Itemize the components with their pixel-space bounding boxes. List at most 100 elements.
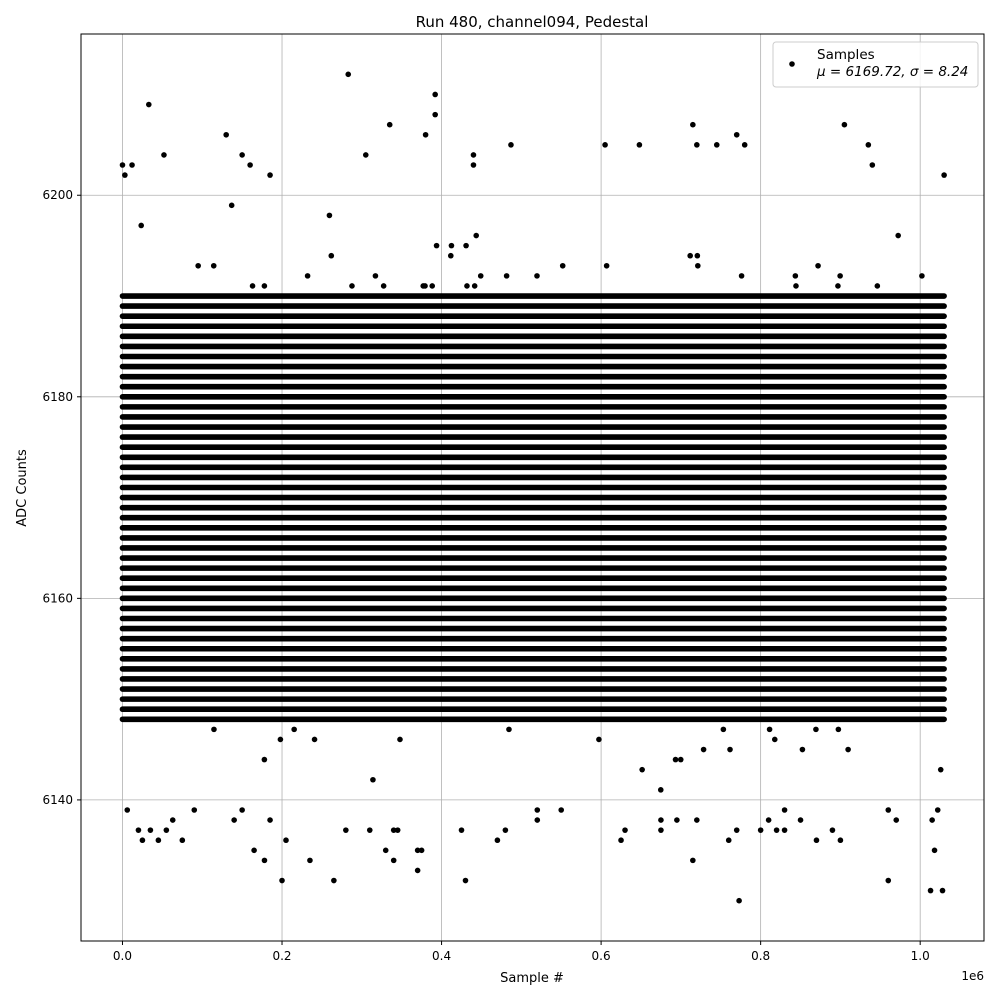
outlier-point — [765, 817, 772, 823]
sample-point — [372, 273, 379, 279]
outlier-point — [418, 847, 425, 854]
outlier-point — [386, 121, 393, 128]
sample-point — [694, 252, 701, 259]
chart-title: Run 480, channel094, Pedestal — [416, 13, 649, 31]
outlier-point — [394, 827, 401, 833]
y-tick-label: 6200 — [42, 188, 73, 202]
sample-point — [311, 736, 318, 743]
sample-point — [277, 736, 284, 743]
outlier-point — [179, 837, 186, 844]
sample-point — [249, 283, 256, 289]
sample-point — [534, 273, 540, 279]
sample-point — [471, 283, 478, 289]
outlier-point — [733, 131, 740, 138]
outlier-point — [773, 827, 780, 833]
outlier-point — [191, 807, 198, 813]
outlier-point — [508, 142, 514, 148]
outlier-point — [161, 152, 167, 158]
sample-point — [657, 787, 664, 793]
legend-label-stats: μ = 6169.72, σ = 8.24 — [816, 64, 968, 80]
sample-point — [738, 273, 745, 279]
outlier-point — [279, 877, 285, 884]
sample-point — [195, 262, 201, 269]
outlier-point — [147, 827, 154, 833]
outlier-point — [307, 857, 313, 864]
outlier-point — [129, 162, 135, 168]
sample-point — [261, 756, 268, 763]
outlier-point — [261, 857, 268, 864]
outlier-point — [636, 142, 643, 148]
outlier-point — [865, 142, 872, 148]
sample-point — [326, 212, 333, 219]
sample-point — [380, 283, 387, 289]
x-axis-label: Sample # — [500, 971, 564, 986]
x-tick-label: 0.8 — [751, 949, 770, 963]
outlier-point — [239, 807, 245, 813]
outlier-point — [119, 162, 126, 168]
sample-point — [503, 273, 510, 279]
outlier-point — [163, 827, 170, 833]
y-tick-label: 6140 — [42, 793, 73, 807]
outlier-point — [231, 817, 237, 823]
outlier-point — [558, 807, 565, 813]
sample-point — [138, 222, 145, 229]
outlier-point — [502, 827, 509, 833]
plot-frame — [80, 33, 985, 942]
x-tick-label: 0.6 — [592, 949, 611, 963]
outlier-point — [345, 71, 352, 78]
outlier-point — [390, 827, 397, 833]
sample-point — [771, 736, 778, 743]
sample-point — [700, 746, 707, 753]
sample-point — [835, 283, 841, 289]
outlier-point — [694, 142, 700, 148]
outlier-point — [658, 827, 664, 833]
sample-point — [448, 242, 455, 249]
outlier-point — [146, 101, 152, 108]
sample-point — [559, 262, 566, 269]
outlier-point — [841, 121, 848, 128]
data-points — [119, 71, 947, 904]
x-tick-label: 0.0 — [113, 949, 132, 963]
x-tick-label: 1.0 — [911, 949, 930, 963]
outlier-point — [362, 152, 369, 158]
y-axis-label: ADC Counts — [15, 449, 30, 527]
sample-point — [349, 283, 355, 289]
sample-point — [845, 746, 851, 753]
sample-point — [766, 726, 773, 733]
sample-point — [895, 232, 901, 239]
sample-point — [720, 726, 727, 733]
sample-point — [874, 283, 881, 289]
sample-point — [506, 726, 512, 733]
outlier-point — [837, 837, 844, 844]
outlier-point — [602, 142, 608, 148]
sample-point — [447, 252, 454, 259]
sample-point — [837, 273, 843, 279]
x-axis-ticks: 0.0 0.2 0.4 0.6 0.8 1.0 — [113, 941, 930, 963]
sample-point — [473, 232, 480, 239]
outlier-point — [267, 817, 273, 823]
outlier-point — [267, 172, 273, 178]
sample-point — [304, 273, 311, 279]
outlier-point — [534, 807, 541, 813]
outlier-point — [941, 172, 947, 178]
outlier-point — [470, 152, 477, 158]
outlier-point — [135, 827, 142, 833]
outlier-point — [432, 91, 438, 98]
outlier-point — [885, 877, 892, 884]
outlier-point — [929, 817, 935, 823]
outlier-point — [155, 837, 162, 844]
outlier-point — [885, 807, 892, 813]
sample-point — [919, 273, 925, 279]
outlier-point — [414, 867, 421, 874]
outlier-point — [432, 111, 438, 118]
outlier-point — [618, 837, 624, 844]
sample-point — [211, 726, 217, 733]
outlier-point — [927, 887, 934, 894]
sample-point — [603, 262, 610, 269]
outlier-point — [494, 837, 501, 844]
outlier-point — [781, 827, 788, 833]
sample-point — [433, 242, 440, 249]
sample-point — [695, 262, 701, 269]
outlier-point — [124, 807, 131, 813]
